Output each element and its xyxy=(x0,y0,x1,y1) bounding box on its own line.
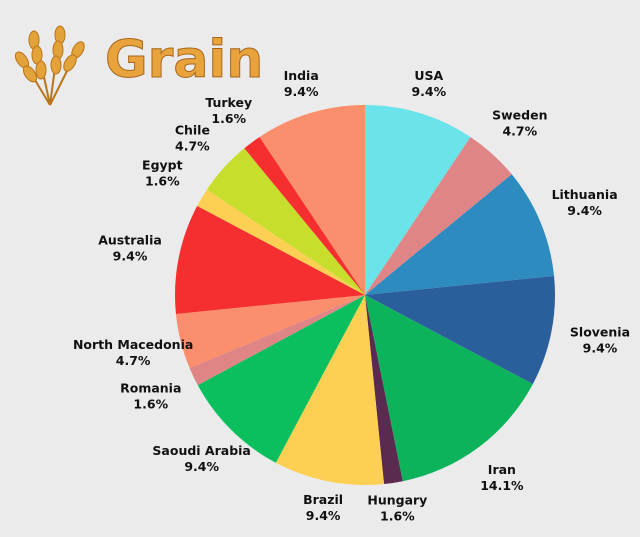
slice-label: Saoudi Arabia xyxy=(152,443,250,458)
slice-label: Hungary xyxy=(367,492,427,507)
wheat-icon xyxy=(14,25,85,106)
slice-label: Romania xyxy=(120,380,181,395)
pie-slice xyxy=(365,174,555,295)
slice-label: Brazil xyxy=(303,492,343,507)
slice-label: Egypt xyxy=(142,158,183,173)
pie-slice xyxy=(206,148,365,295)
slice-label: Slovenia xyxy=(570,325,630,340)
slice-value-label: 1.6% xyxy=(133,396,168,411)
slice-value-label: 1.6% xyxy=(211,111,246,126)
pie-slice xyxy=(197,189,365,295)
slice-label: Sweden xyxy=(492,107,547,122)
slice-value-label: 9.4% xyxy=(113,248,148,263)
slice-value-label: 1.6% xyxy=(380,508,415,523)
pie-slice xyxy=(259,105,365,295)
pie-slice xyxy=(365,295,533,482)
slice-label: Iran xyxy=(488,462,516,477)
pie-slice xyxy=(365,105,471,295)
slice-value-label: 1.6% xyxy=(145,174,180,189)
slice-label: Turkey xyxy=(205,95,252,110)
slice-label: Australia xyxy=(98,232,162,247)
slice-label: USA xyxy=(414,68,443,83)
slice-value-label: 4.7% xyxy=(175,138,210,153)
slice-value-label: 9.4% xyxy=(284,84,319,99)
slice-value-label: 14.1% xyxy=(480,478,524,493)
slice-value-label: 9.4% xyxy=(567,203,602,218)
slice-value-label: 9.4% xyxy=(184,459,219,474)
pie-slice xyxy=(197,295,365,463)
slice-label: India xyxy=(284,68,319,83)
slice-label: North Macedonia xyxy=(73,337,193,352)
slice-label: Lithuania xyxy=(552,187,618,202)
chart-title: Grain xyxy=(105,30,263,90)
pie-slice xyxy=(175,295,365,368)
pie-slice xyxy=(365,295,403,485)
pie-slice xyxy=(365,276,555,385)
slice-value-label: 9.4% xyxy=(306,508,341,523)
slice-value-label: 9.4% xyxy=(583,341,618,356)
slice-value-label: 9.4% xyxy=(411,84,446,99)
pie-slice xyxy=(189,295,365,386)
slice-label: Chile xyxy=(175,122,210,137)
slice-value-label: 4.7% xyxy=(116,353,151,368)
pie-slice xyxy=(175,205,365,314)
slice-value-label: 4.7% xyxy=(502,123,537,138)
pie-slice xyxy=(365,136,512,295)
pie-slice xyxy=(275,295,384,485)
pie-slice xyxy=(244,136,365,295)
